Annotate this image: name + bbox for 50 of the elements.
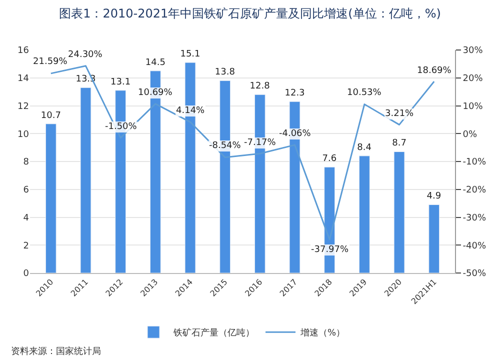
data-label: -37.97% (311, 245, 350, 255)
y2-tick-label: -10% (462, 158, 486, 168)
data-label: 7.6 (322, 154, 337, 164)
legend-label: 铁矿石产量（亿吨） (172, 328, 254, 339)
y2-tick-label: -20% (462, 186, 486, 196)
text: 资料来源：国家统计局 (11, 346, 101, 357)
data-label: 10.7 (40, 110, 61, 121)
data-label: 18.69% (417, 66, 452, 76)
data-label: -8.54% (209, 141, 242, 151)
bar (358, 156, 370, 273)
y-tick-label: 14 (18, 74, 30, 84)
data-label: -7.17% (244, 138, 276, 148)
y2-tick-label: 20% (462, 74, 484, 84)
bar (428, 204, 440, 273)
y-tick-label: 12 (18, 102, 29, 112)
y-tick-label: 8 (23, 158, 30, 168)
bar (80, 87, 92, 273)
y-tick-label: 16 (18, 46, 30, 56)
y-tick-label: 6 (23, 186, 30, 196)
data-label: 24.30% (68, 50, 103, 60)
legend-label: 增速（%） (300, 328, 346, 339)
data-label: 8.4 (357, 142, 372, 153)
y2-tick-label: -30% (462, 213, 486, 224)
y2-tick-label: 10% (462, 102, 484, 112)
y-tick-label: 0 (23, 269, 30, 280)
y2-tick-label: -40% (462, 241, 486, 252)
data-label: 13.1 (110, 77, 131, 88)
y2-tick-label: 30% (462, 46, 484, 56)
y-tick-label: 2 (23, 241, 29, 252)
data-label: 4.14% (176, 106, 206, 116)
data-label: 3.21% (385, 109, 414, 119)
data-label: 15.1 (180, 50, 200, 60)
y-tick-label: 10 (18, 130, 30, 140)
bar (394, 151, 405, 273)
y-tick-label: 4 (23, 213, 30, 224)
bar (45, 124, 56, 273)
data-label: 8.7 (392, 138, 406, 149)
data-label: 10.53% (347, 88, 382, 98)
data-label: 13.8 (214, 68, 236, 78)
data-label: 12.8 (250, 82, 270, 92)
data-label: 10.69% (138, 88, 173, 98)
data-label: 14.5 (145, 58, 166, 68)
data-label: 4.9 (426, 192, 442, 202)
y2-tick-label: -50% (462, 269, 486, 280)
data-label: 21.59% (33, 57, 68, 67)
data-label: -4.06% (279, 129, 312, 139)
data-label: 12.3 (284, 88, 305, 99)
data-label: -1.50% (105, 122, 138, 132)
chart-title: 图表1：2010-2021年中国铁矿石原矿产量及同比增速(单位：亿吨，%) (59, 6, 441, 20)
y2-tick-label: 0% (462, 130, 478, 140)
